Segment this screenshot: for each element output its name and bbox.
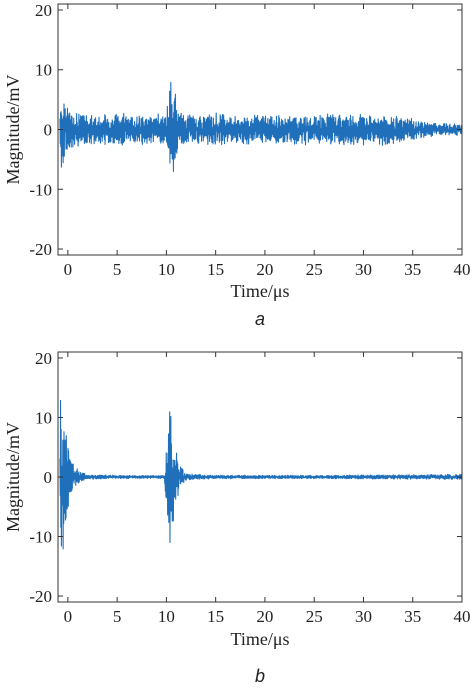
chart-b: 0 5 10 15 20 25 30 35 40 20 10 0 -10 -20 Time/μs Magnit…	[3, 349, 471, 686]
x-tick-label: 5	[113, 607, 122, 626]
x-tick-label: 0	[64, 607, 73, 626]
x-tick-label: 40	[454, 607, 471, 626]
x-tick-label: 30	[355, 260, 372, 279]
y-tick-label: -20	[29, 240, 52, 259]
y-tick-label: 20	[35, 349, 52, 368]
x-tick-label: 35	[404, 260, 421, 279]
x-tick-label: 20	[256, 607, 273, 626]
x-tick-label: 15	[207, 260, 224, 279]
x-tick-label: 35	[404, 607, 421, 626]
y-tick-label: 10	[35, 408, 52, 427]
panel-label: a	[255, 309, 265, 329]
y-tick-label: -20	[29, 587, 52, 606]
panel-label: b	[255, 666, 265, 686]
y-tick-label: 20	[35, 1, 52, 20]
x-tick-label: 40	[454, 260, 471, 279]
y-axis-label: Magnitude/mV	[3, 75, 23, 185]
x-tick-label: 15	[207, 607, 224, 626]
x-tick-label: 0	[64, 260, 73, 279]
x-tick-label: 25	[306, 607, 323, 626]
y-tick-label: -10	[29, 528, 52, 547]
x-tick-label: 30	[355, 607, 372, 626]
x-tick-label: 25	[306, 260, 323, 279]
y-axis-label: Magnitude/mV	[3, 422, 23, 532]
signal-trace	[59, 399, 463, 550]
signal-trace	[59, 81, 463, 173]
x-axis-label: Time/μs	[230, 629, 289, 649]
x-tick-label: 20	[256, 260, 273, 279]
x-tick-label: 10	[158, 607, 175, 626]
y-tick-label: 0	[44, 468, 53, 487]
y-tick-label: -10	[29, 180, 52, 199]
x-tick-label: 5	[113, 260, 122, 279]
chart-a: 0 5 10 15 20 25 30 35 40 20 10 0 -10 -20 Time/μs Magnit…	[3, 1, 471, 329]
y-tick-label: 10	[35, 61, 52, 80]
x-axis-label: Time/μs	[230, 281, 289, 301]
x-tick-label: 10	[158, 260, 175, 279]
y-tick-label: 0	[44, 121, 53, 140]
